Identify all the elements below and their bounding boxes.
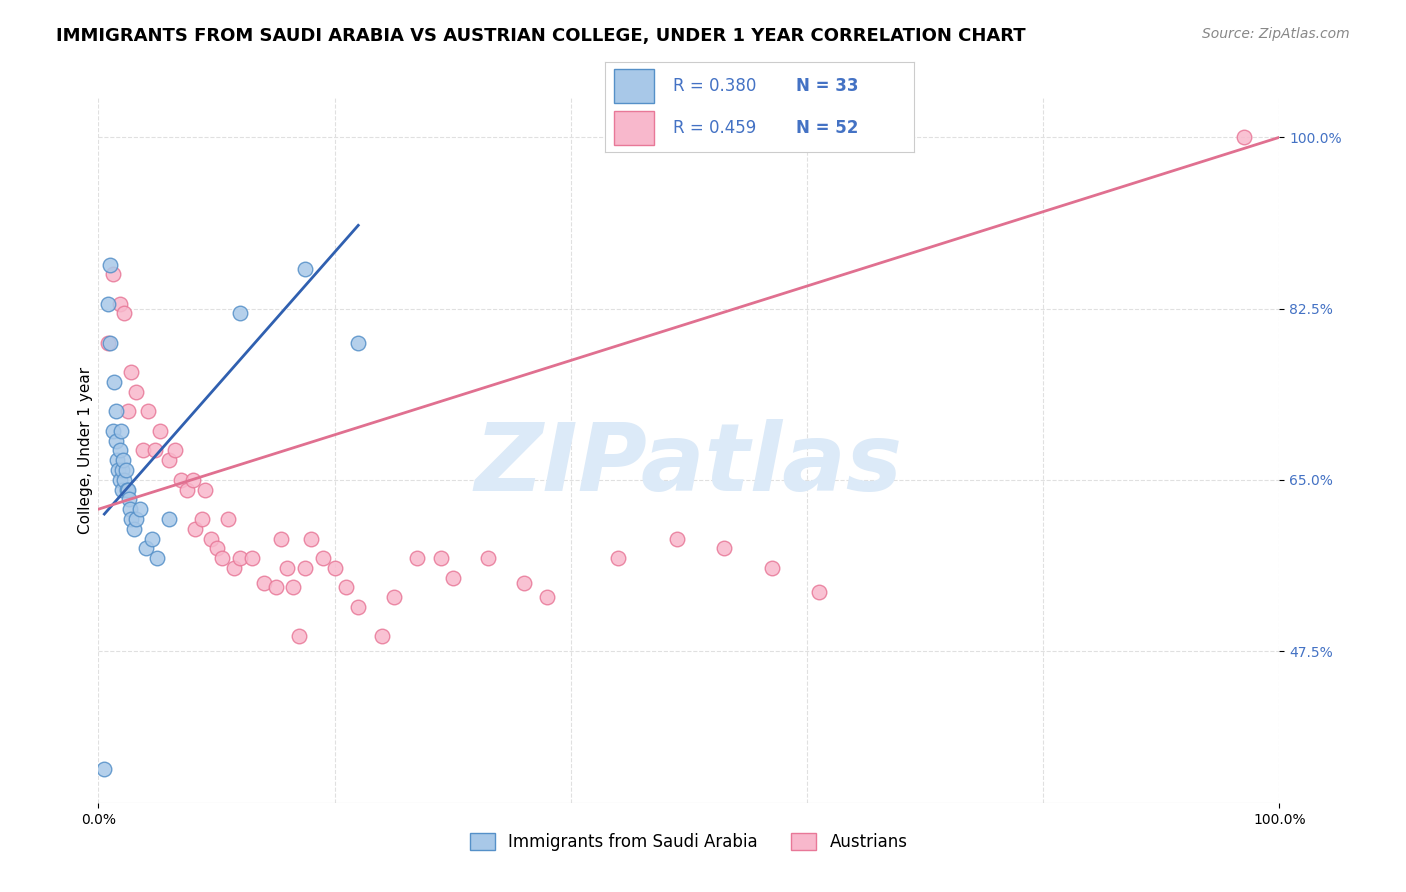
Point [240, 551, 263, 566]
Point [713, 541, 735, 556]
Point [121, 512, 143, 526]
Text: N = 33: N = 33 [796, 77, 859, 95]
Point [312, 551, 335, 566]
Point [112, 473, 135, 487]
Point [347, 600, 370, 615]
FancyBboxPatch shape [614, 111, 654, 145]
Point [101, 268, 124, 282]
Point [283, 581, 305, 595]
Point [382, 591, 405, 605]
Point [146, 551, 169, 566]
Point [110, 424, 132, 438]
Point [103, 375, 125, 389]
Point [108, 443, 131, 458]
Point [200, 532, 222, 546]
Point [107, 463, 129, 477]
Point [441, 571, 464, 585]
Point [157, 512, 180, 526]
Point [120, 502, 142, 516]
Point [229, 306, 252, 320]
Point [224, 561, 246, 575]
Point [294, 561, 316, 575]
Point [194, 483, 217, 497]
Text: R = 0.459: R = 0.459 [672, 119, 756, 136]
Point [512, 575, 534, 590]
Point [335, 581, 357, 595]
Point [93, 762, 115, 776]
Point [125, 384, 148, 399]
Point [406, 551, 429, 566]
Text: N = 52: N = 52 [796, 119, 859, 136]
Point [97, 335, 120, 350]
Point [143, 443, 166, 458]
Point [323, 561, 346, 575]
Point [108, 296, 131, 310]
Text: Source: ZipAtlas.com: Source: ZipAtlas.com [1202, 27, 1350, 41]
Point [288, 629, 311, 643]
Point [299, 532, 322, 546]
Point [165, 443, 187, 458]
Point [117, 483, 139, 497]
Point [205, 541, 228, 556]
Point [122, 522, 145, 536]
Point [184, 522, 207, 536]
Text: R = 0.380: R = 0.380 [672, 77, 756, 95]
Point [105, 404, 128, 418]
Point [371, 629, 394, 643]
Point [111, 463, 134, 477]
Point [761, 561, 783, 575]
FancyBboxPatch shape [614, 69, 654, 103]
Point [132, 443, 155, 458]
Legend: Immigrants from Saudi Arabia, Austrians: Immigrants from Saudi Arabia, Austrians [464, 826, 914, 858]
Point [125, 512, 148, 526]
Text: ZIPatlas: ZIPatlas [475, 418, 903, 510]
Point [176, 483, 198, 497]
Point [117, 404, 139, 418]
Point [191, 512, 214, 526]
Point [101, 424, 124, 438]
Point [217, 512, 239, 526]
Point [276, 561, 298, 575]
Point [1233, 130, 1256, 145]
Point [264, 581, 287, 595]
Point [112, 306, 135, 320]
Point [141, 532, 163, 546]
Point [536, 591, 558, 605]
Y-axis label: College, Under 1 year: College, Under 1 year [77, 367, 93, 534]
Point [181, 473, 204, 487]
Point [270, 532, 292, 546]
Point [121, 365, 143, 379]
Point [430, 551, 453, 566]
Point [112, 453, 135, 467]
Point [253, 575, 276, 590]
Point [666, 532, 689, 546]
Point [97, 296, 120, 310]
Point [477, 551, 499, 566]
Point [135, 541, 157, 556]
Point [105, 434, 128, 448]
Point [211, 551, 233, 566]
Point [98, 335, 121, 350]
Point [136, 404, 159, 418]
Point [98, 258, 121, 272]
Point [229, 551, 252, 566]
Point [157, 453, 180, 467]
Point [807, 585, 830, 599]
Point [170, 473, 193, 487]
Point [607, 551, 630, 566]
Point [347, 335, 370, 350]
Point [149, 424, 172, 438]
Point [108, 473, 131, 487]
Point [114, 463, 136, 477]
Point [118, 492, 141, 507]
Point [105, 453, 128, 467]
Point [111, 483, 134, 497]
Point [128, 502, 150, 516]
Point [115, 483, 138, 497]
Text: IMMIGRANTS FROM SAUDI ARABIA VS AUSTRIAN COLLEGE, UNDER 1 YEAR CORRELATION CHART: IMMIGRANTS FROM SAUDI ARABIA VS AUSTRIAN… [56, 27, 1026, 45]
Point [294, 262, 316, 277]
